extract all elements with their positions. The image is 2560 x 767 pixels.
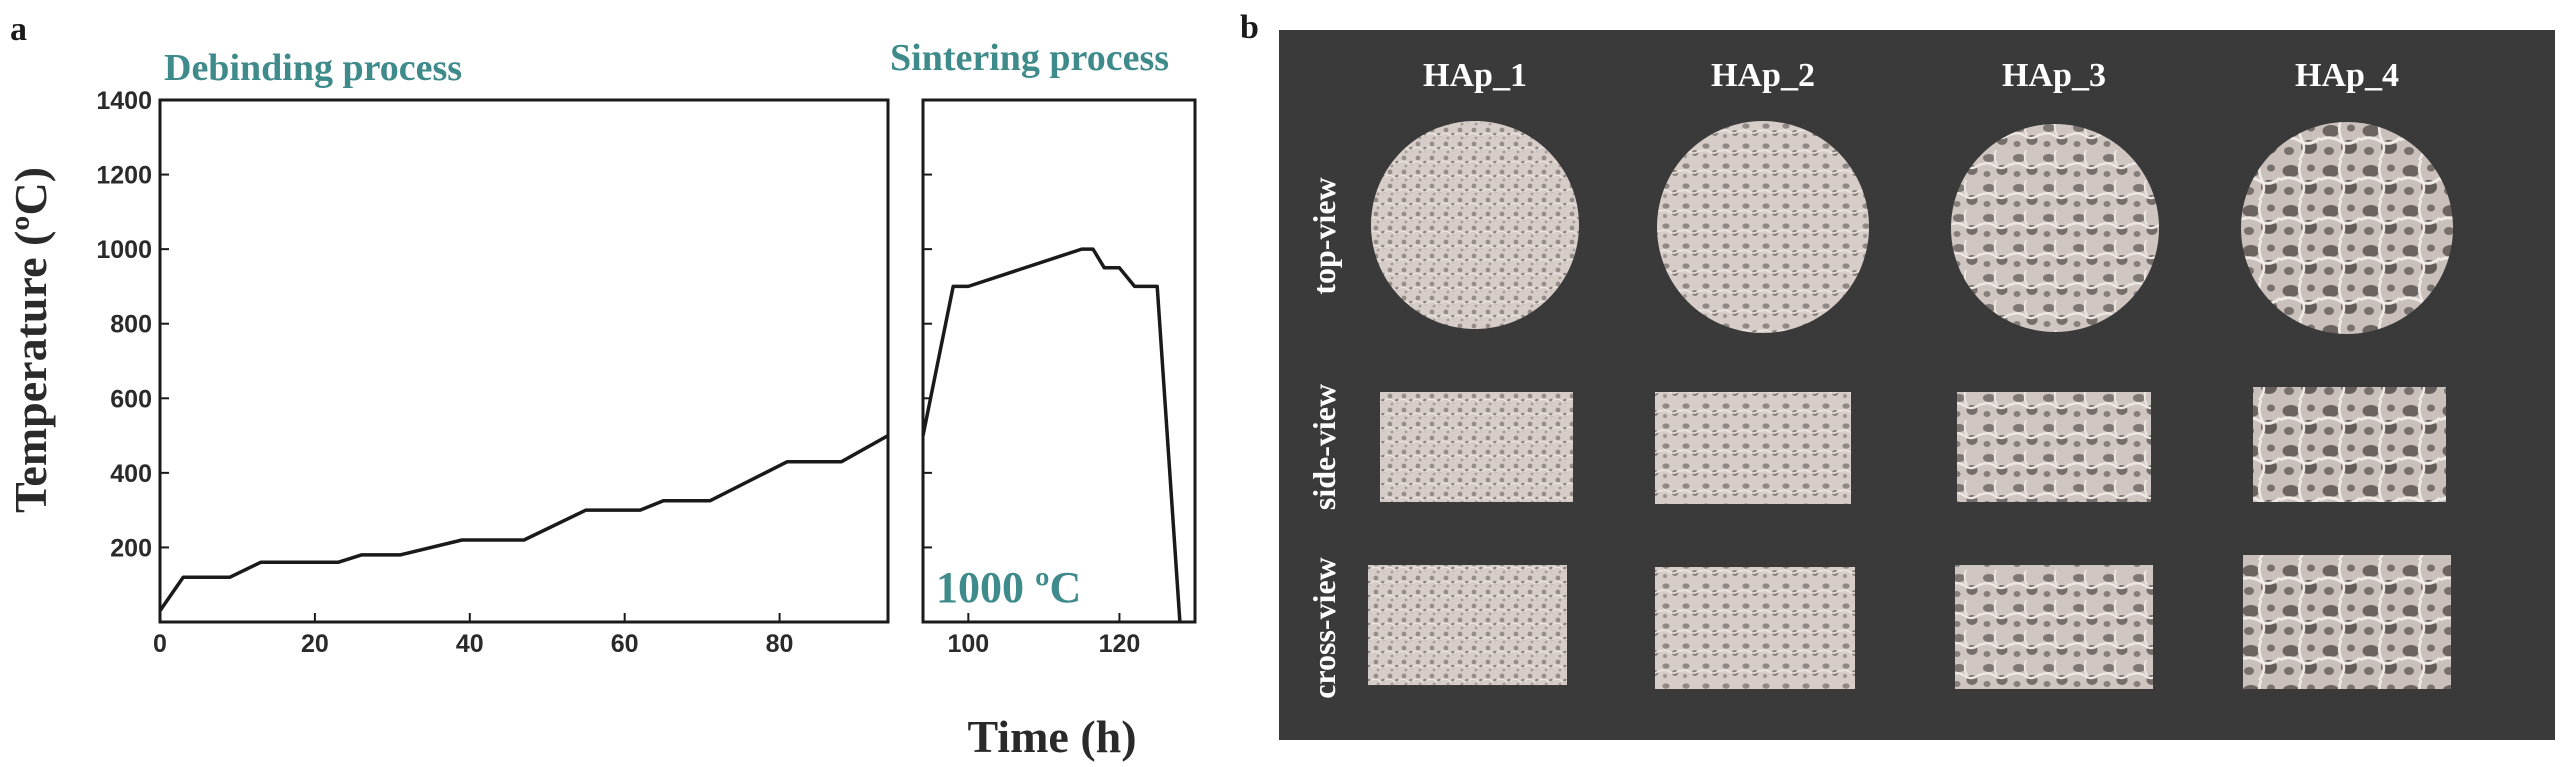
row-headers: top-view side-view cross-view — [1306, 177, 1342, 698]
column-header-hap4: HAp_4 — [2295, 57, 2399, 94]
debinding-x-tick-label-0: 0 — [153, 630, 167, 658]
sintering-frame — [921, 98, 1197, 624]
hap4-cross-view — [2243, 555, 2451, 689]
hap2-side-view — [1655, 392, 1851, 504]
debinding-title: Debinding process — [164, 47, 462, 89]
y-tick-label-1: 400 — [110, 460, 152, 488]
debinding-frame — [158, 98, 890, 624]
row-header-cross-view: cross-view — [1306, 557, 1342, 699]
hap1-side-view — [1380, 392, 1573, 502]
sintering-plot: 100 120 — [921, 98, 1197, 658]
y-tick-label-4: 1000 — [96, 236, 152, 264]
hap3-side-view — [1957, 392, 2151, 502]
debinding-x-tick-label-4: 80 — [766, 630, 794, 658]
hap3-top-view — [1951, 124, 2159, 332]
debinding-temperature-line-0 — [158, 434, 889, 612]
x-axis-label: Time (h) — [967, 711, 1136, 762]
row-header-top-view: top-view — [1306, 177, 1342, 294]
cross-view-row — [1368, 555, 2451, 689]
hap4-top-view — [2241, 122, 2453, 334]
side-view-row — [1380, 387, 2446, 504]
panel-b-label: b — [1240, 9, 1259, 46]
column-header-hap2: HAp_2 — [1711, 57, 1815, 94]
sintering-x-tick-label-1: 120 — [1099, 630, 1141, 658]
debinding-x-tick-label-1: 20 — [301, 630, 329, 658]
sintering-x-tick-label-0: 100 — [947, 630, 989, 658]
sintering-title: Sintering process — [890, 37, 1169, 79]
debinding-x-tick-label-3: 60 — [611, 630, 639, 658]
y-tick-label-0: 200 — [110, 534, 152, 562]
top-view-row — [1371, 121, 2453, 334]
y-tick-label-5: 1200 — [96, 162, 152, 190]
column-header-hap3: HAp_3 — [2002, 57, 2106, 94]
y-tick-label-3: 800 — [110, 311, 152, 339]
hap2-top-view — [1657, 121, 1869, 333]
row-header-side-view: side-view — [1306, 384, 1342, 510]
y-axis-label: Temperature (ºC) — [5, 167, 56, 513]
column-header-hap1: HAp_1 — [1423, 57, 1527, 94]
hap3-cross-view — [1955, 565, 2153, 689]
y-tick-label-6: 1400 — [96, 87, 152, 115]
hap2-cross-view — [1655, 567, 1855, 689]
debinding-plot: 0 20 40 60 80 200 400 600 800 1000 1200 1400 — [96, 87, 890, 658]
sintering-temperature-line-0 — [921, 247, 1182, 623]
hap1-top-view — [1371, 121, 1579, 329]
hap4-side-view — [2253, 387, 2446, 502]
column-headers: HAp_1 HAp_2 HAp_3 HAp_4 — [1423, 57, 2399, 94]
hap1-cross-view — [1368, 565, 1567, 685]
panel-a-label: a — [10, 11, 27, 48]
peak-temperature-annotation: 1000 ºC — [936, 563, 1081, 612]
y-tick-label-2: 600 — [110, 385, 152, 413]
debinding-x-tick-label-2: 40 — [456, 630, 484, 658]
